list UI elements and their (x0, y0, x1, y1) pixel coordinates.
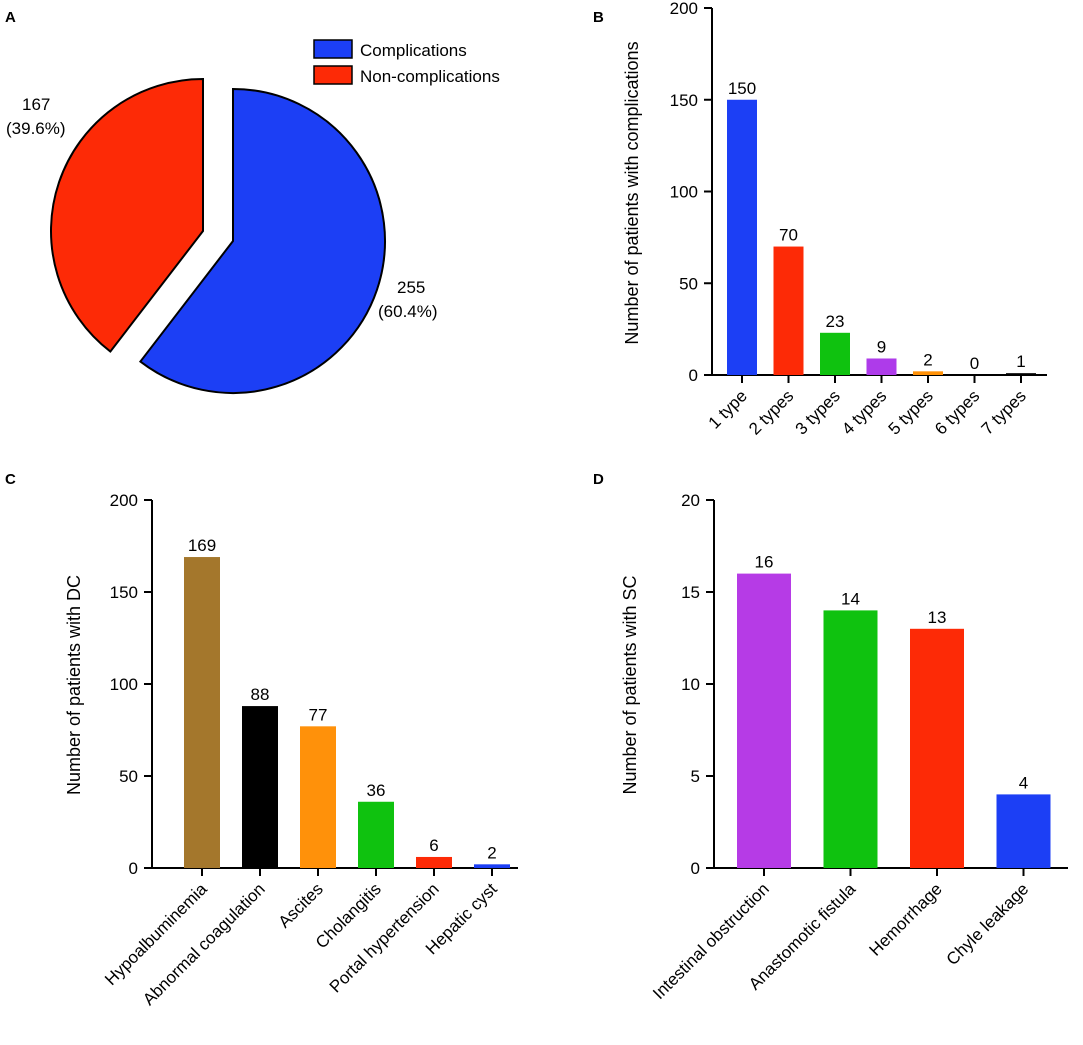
bar-d-hemorrhage (910, 628, 964, 868)
y-tick-label-b-100: 100 (670, 183, 698, 202)
value-label-d-intestinal-obstruction: 16 (755, 553, 774, 572)
value-label-b-1-type: 150 (728, 79, 756, 98)
bar-c-hypoalbuminemia (184, 557, 220, 868)
value-label-b-5-types: 2 (923, 350, 932, 369)
bar-c-cholangitis (358, 801, 394, 868)
pie-pct-label-non-complications: (39.6%) (6, 119, 66, 138)
y-tick-label-c-100: 100 (110, 675, 138, 694)
pie-slice-complications (138, 87, 386, 394)
bar-c-hepatic-cyst (474, 864, 510, 868)
bar-c-ascites (300, 726, 336, 868)
value-label-b-7-types: 1 (1016, 352, 1025, 371)
bar-d-anastomotic-fistula (823, 610, 878, 868)
bar-c-portal-hypertension (416, 856, 452, 868)
value-label-b-3-types: 23 (826, 312, 845, 331)
bar-chart-b: Number of patients with complications 0 5… (622, 0, 1047, 439)
value-label-c-cholangitis: 36 (367, 781, 386, 800)
value-label-c-hepatic-cyst: 2 (487, 843, 496, 862)
x-tick-label-d-chyle-leakage: Chyle leakage (943, 879, 1033, 969)
x-tick-label-b-2-types: 2 types (745, 386, 797, 438)
value-label-b-6-types: 0 (970, 354, 979, 373)
x-tick-label-b-6-types: 6 types (931, 386, 983, 438)
panel-label-b: B (593, 9, 604, 26)
y-tick-label-d-0: 0 (691, 859, 700, 878)
legend-swatch-complications (313, 39, 353, 59)
pie-chart-a: Complications Non-complications 255 (60.… (6, 39, 500, 394)
bar-chart-d: Number of patients with SC 0510152016Int… (620, 491, 1068, 1003)
y-tick-label-d-15: 15 (681, 583, 700, 602)
bar-b-3-types (820, 332, 850, 375)
x-tick-label-d-hemorrhage: Hemorrhage (866, 879, 946, 959)
bar-b-1-type (727, 99, 757, 375)
value-label-d-anastomotic-fistula: 14 (841, 589, 860, 608)
panel-label-d: D (593, 471, 604, 488)
y-tick-label-c-0: 0 (129, 859, 138, 878)
pie-pct-label-complications: (60.4%) (378, 302, 438, 321)
bar-b-2-types (773, 246, 804, 375)
y-tick-label-d-20: 20 (681, 491, 700, 510)
y-tick-label-d-10: 10 (681, 675, 700, 694)
y-axis-title-b: Number of patients with complications (622, 41, 642, 344)
y-tick-label-c-200: 200 (110, 491, 138, 510)
pie-value-label-complications: 255 (397, 278, 425, 297)
pie-slice-non-complications (50, 77, 204, 353)
y-axis-title-c: Number of patients with DC (64, 575, 84, 795)
legend-label-complications: Complications (360, 41, 467, 60)
y-tick-label-d-5: 5 (691, 767, 700, 786)
value-label-c-portal-hypertension: 6 (429, 836, 438, 855)
legend-swatch-non-complications (313, 65, 353, 85)
panel-label-c: C (5, 471, 16, 488)
bar-b-5-types (913, 371, 943, 375)
value-label-b-4-types: 9 (877, 337, 886, 356)
bar-d-chyle-leakage (996, 794, 1051, 868)
pie-value-label-non-complications: 167 (22, 95, 50, 114)
y-tick-label-b-50: 50 (679, 274, 698, 293)
bar-b-4-types (866, 358, 897, 375)
bar-c-abnormal-coagulation (242, 706, 278, 868)
bar-chart-c: Number of patients with DC 0 50 100 150 200 1… (64, 491, 518, 1009)
x-tick-label-b-3-types: 3 types (792, 386, 844, 438)
x-tick-label-b-7-types: 7 types (978, 386, 1030, 438)
panel-label-a: A (5, 9, 16, 26)
y-tick-label-c-50: 50 (119, 767, 138, 786)
y-axis-title-d: Number of patients with SC (620, 575, 640, 794)
legend-label-non-complications: Non-complications (360, 67, 500, 86)
value-label-c-hypoalbuminemia: 169 (188, 536, 216, 555)
bar-d-intestinal-obstruction (737, 573, 791, 868)
pie-legend: Complications Non-complications (313, 39, 500, 86)
bar-b-7-types (1006, 373, 1036, 375)
x-tick-label-b-1-type: 1 type (705, 386, 751, 432)
y-tick-label-b-150: 150 (670, 91, 698, 110)
x-tick-label-c-ascites: Ascites (275, 879, 327, 931)
value-label-c-abnormal-coagulation: 88 (251, 685, 270, 704)
value-label-d-hemorrhage: 13 (928, 608, 947, 627)
x-tick-label-b-5-types: 5 types (885, 386, 937, 438)
y-tick-label-b-200: 200 (670, 0, 698, 18)
x-tick-label-b-4-types: 4 types (838, 386, 890, 438)
y-tick-label-b-0: 0 (689, 366, 698, 385)
x-tick-label-c-portal-hypertension: Portal hypertension (326, 879, 443, 996)
value-label-b-2-types: 70 (779, 226, 798, 245)
y-tick-label-c-150: 150 (110, 583, 138, 602)
x-tick-label-c-hypoalbuminemia: Hypoalbuminemia (101, 879, 211, 989)
value-label-c-ascites: 77 (309, 705, 328, 724)
value-label-d-chyle-leakage: 4 (1019, 773, 1028, 792)
